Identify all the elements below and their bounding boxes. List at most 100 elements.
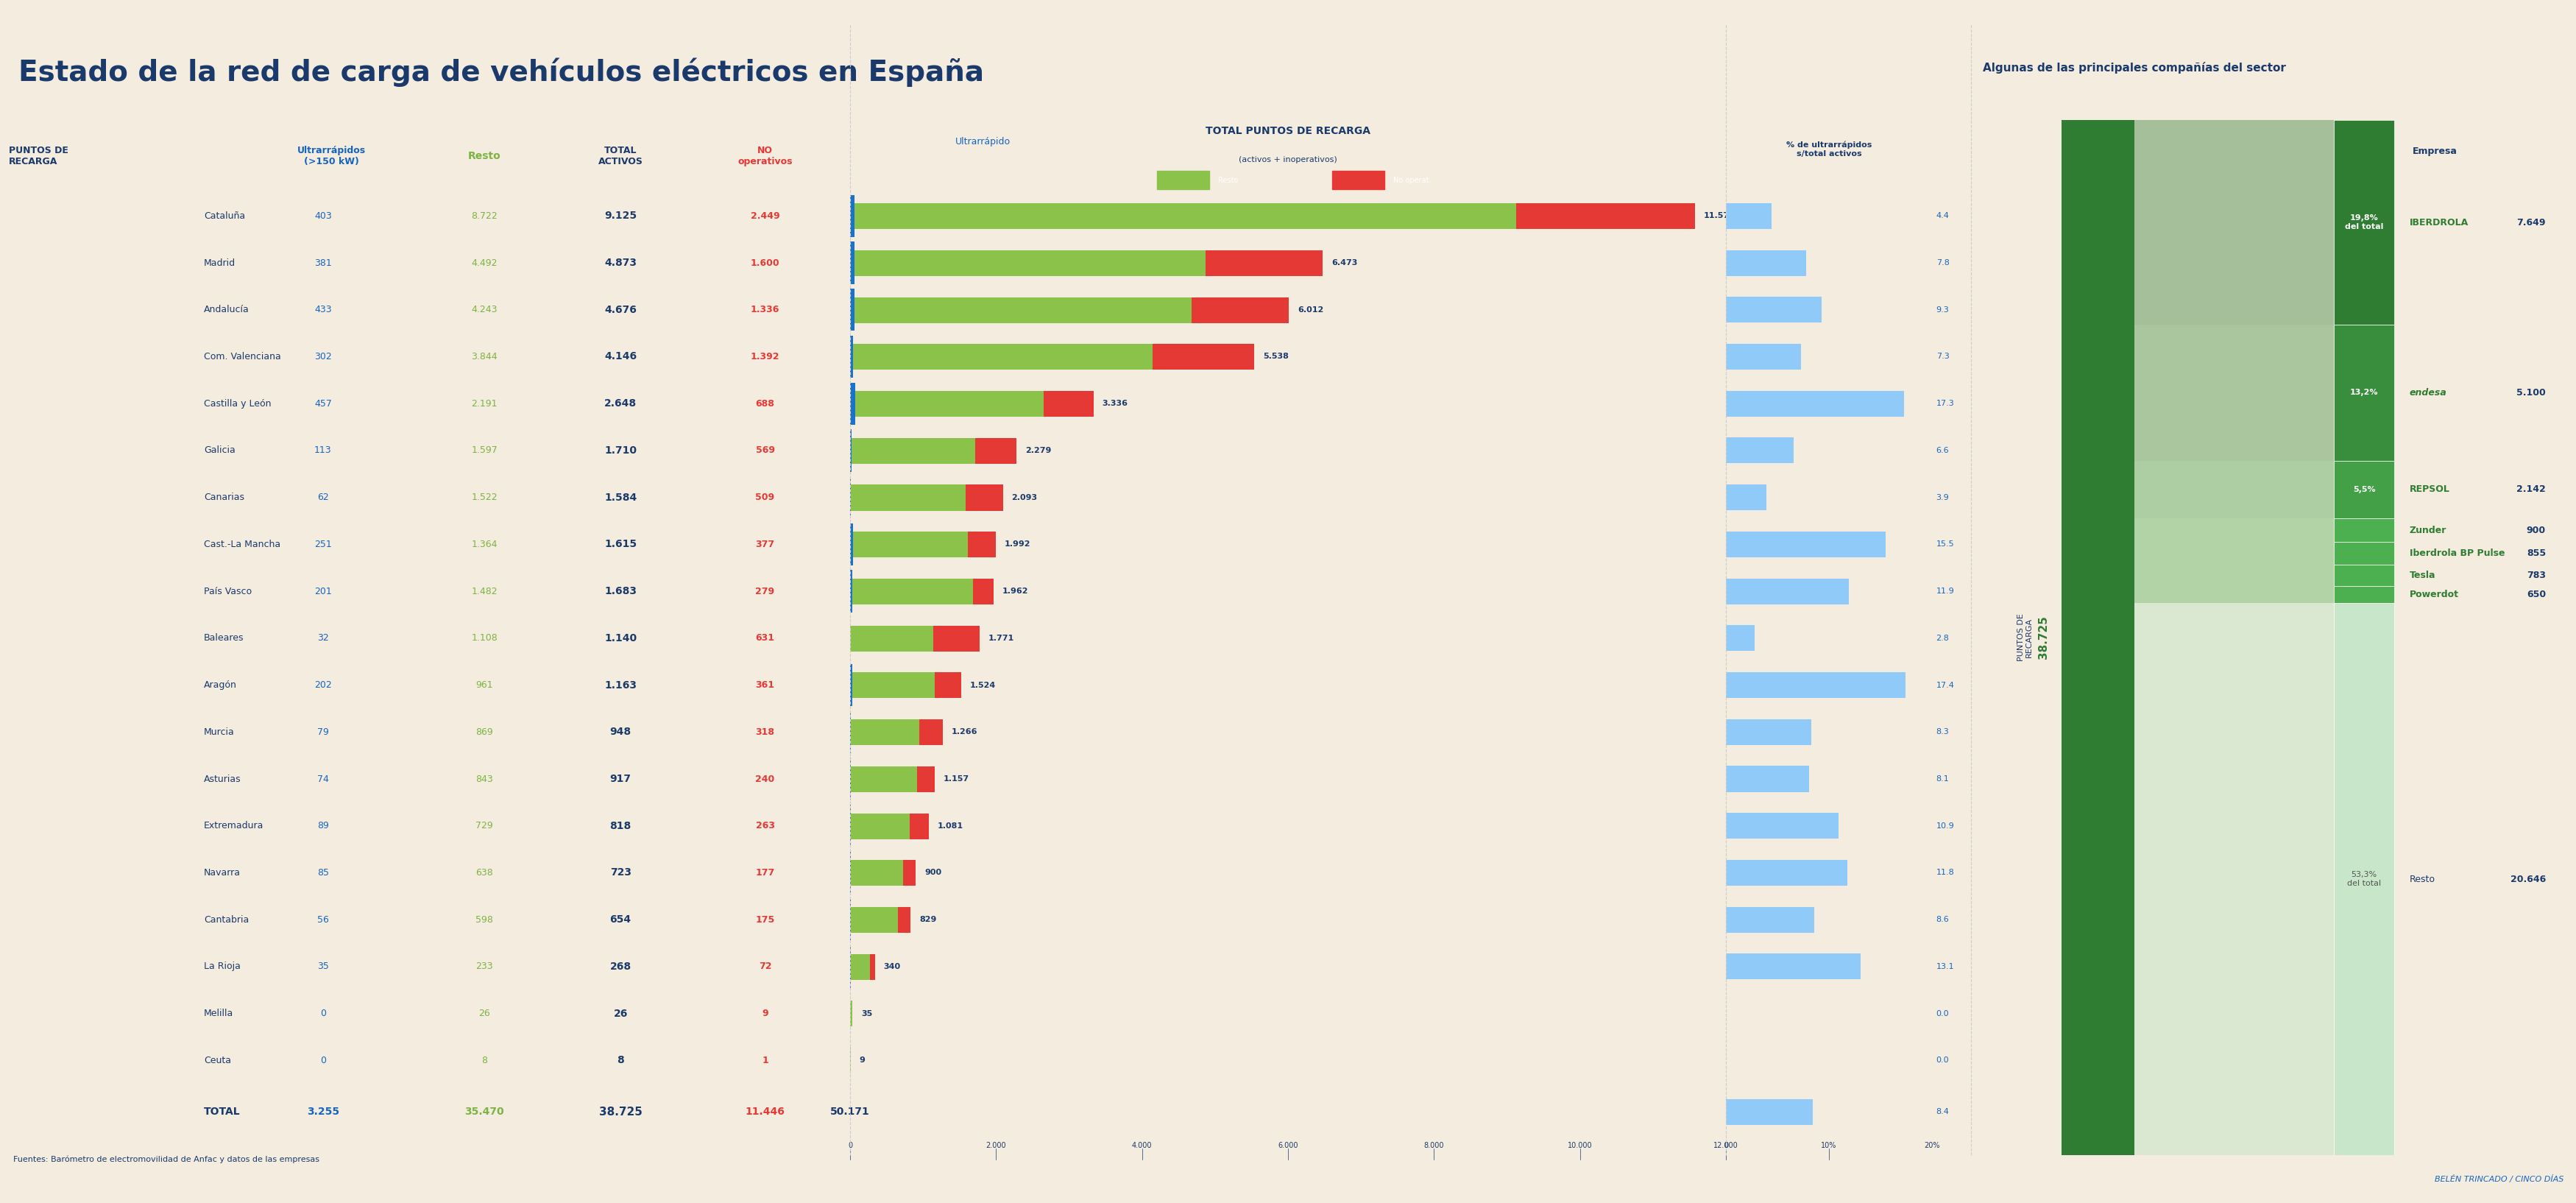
Text: 1.266: 1.266 <box>951 728 976 736</box>
Text: 433: 433 <box>314 306 332 314</box>
Text: Iberdrola BP Pulse: Iberdrola BP Pulse <box>2409 549 2504 558</box>
Text: 35.470: 35.470 <box>464 1107 505 1118</box>
Text: 4.146: 4.146 <box>605 351 636 362</box>
Bar <box>1726 391 1904 416</box>
Text: Andalucía: Andalucía <box>204 306 250 314</box>
Text: 1.524: 1.524 <box>971 681 997 689</box>
Text: 1.364: 1.364 <box>471 540 497 549</box>
Text: 35: 35 <box>317 962 330 971</box>
Text: 1.081: 1.081 <box>938 822 963 830</box>
FancyBboxPatch shape <box>2334 603 2396 1155</box>
Polygon shape <box>2133 603 2334 1155</box>
Bar <box>850 203 1517 229</box>
Text: 783: 783 <box>2527 570 2545 580</box>
Bar <box>917 766 935 792</box>
Text: 38.725: 38.725 <box>2038 616 2050 659</box>
Text: TOTAL: TOTAL <box>204 1107 240 1118</box>
Text: 13,2%: 13,2% <box>2349 389 2378 397</box>
Text: 4.243: 4.243 <box>471 306 497 314</box>
Text: 251: 251 <box>314 540 332 549</box>
Text: 8: 8 <box>482 1056 487 1065</box>
Text: La Rioja: La Rioja <box>204 962 240 971</box>
Text: 917: 917 <box>611 774 631 784</box>
Bar <box>1726 766 1808 792</box>
Bar <box>1517 203 1695 229</box>
Polygon shape <box>2133 565 2334 586</box>
Text: 32: 32 <box>317 634 330 642</box>
Bar <box>909 813 930 838</box>
Text: 8.3: 8.3 <box>1937 728 1950 736</box>
Text: 13.1: 13.1 <box>1937 962 1955 971</box>
Text: 457: 457 <box>314 399 332 408</box>
Bar <box>1726 297 1821 322</box>
Text: 8.722: 8.722 <box>471 212 497 220</box>
Text: endesa: endesa <box>2409 389 2447 397</box>
Text: 302: 302 <box>314 352 332 361</box>
Text: Galicia: Galicia <box>204 446 234 455</box>
Bar <box>850 719 920 745</box>
Text: 1.615: 1.615 <box>605 539 636 550</box>
Text: 688: 688 <box>755 399 775 408</box>
Text: 9: 9 <box>762 1009 768 1018</box>
Text: 1.140: 1.140 <box>605 633 636 644</box>
Text: 340: 340 <box>884 962 902 971</box>
Text: Estado de la red de carga de vehículos eléctricos en España: Estado de la red de carga de vehículos e… <box>18 58 984 87</box>
Text: % de ultrarrápidos
s/total activos: % de ultrarrápidos s/total activos <box>1785 141 1873 158</box>
Text: 1.962: 1.962 <box>1002 587 1028 595</box>
Text: 1.683: 1.683 <box>605 586 636 597</box>
Text: 869: 869 <box>477 728 492 736</box>
Text: 50.171: 50.171 <box>829 1107 871 1118</box>
Text: 53,3%
del total: 53,3% del total <box>2347 871 2380 887</box>
Text: TOTAL PUNTOS DE RECARGA: TOTAL PUNTOS DE RECARGA <box>1206 126 1370 136</box>
Bar <box>850 438 974 463</box>
Text: 1.771: 1.771 <box>989 634 1015 642</box>
Text: Resto: Resto <box>469 152 500 161</box>
Text: Ultrarrápidos
(>150 kW): Ultrarrápidos (>150 kW) <box>296 146 366 167</box>
Bar <box>850 289 855 331</box>
Text: 5.100: 5.100 <box>2517 389 2545 397</box>
Text: Extremadura: Extremadura <box>204 822 263 830</box>
Text: 638: 638 <box>477 869 492 877</box>
Text: 5.538: 5.538 <box>1262 352 1288 361</box>
Bar <box>850 813 909 838</box>
Bar <box>850 579 974 604</box>
Text: 10.000: 10.000 <box>1569 1142 1592 1149</box>
Bar <box>850 485 966 510</box>
Text: REPSOL: REPSOL <box>2409 485 2450 494</box>
Text: 361: 361 <box>755 681 775 689</box>
Text: 3.9: 3.9 <box>1937 493 1950 502</box>
Polygon shape <box>2133 461 2334 518</box>
Text: Zunder: Zunder <box>2409 526 2447 535</box>
Text: 268: 268 <box>611 961 631 972</box>
Text: 0: 0 <box>1723 1142 1728 1149</box>
Bar <box>974 438 1018 463</box>
Text: 1.522: 1.522 <box>471 493 497 502</box>
Text: Cantabria: Cantabria <box>204 915 250 924</box>
Text: 0.0: 0.0 <box>1937 1056 1950 1065</box>
Text: NO
operativos: NO operativos <box>737 146 793 167</box>
Polygon shape <box>2133 325 2334 461</box>
Text: 7.3: 7.3 <box>1937 352 1950 361</box>
Text: 202: 202 <box>314 681 332 689</box>
Text: 9: 9 <box>860 1056 866 1065</box>
Text: 263: 263 <box>755 822 775 830</box>
Text: 843: 843 <box>477 775 492 783</box>
Text: 35: 35 <box>860 1009 873 1018</box>
Text: 1.584: 1.584 <box>605 492 636 503</box>
FancyBboxPatch shape <box>1332 171 1383 189</box>
Text: País Vasco: País Vasco <box>204 587 252 595</box>
Text: 89: 89 <box>317 822 330 830</box>
Bar <box>850 626 933 651</box>
Bar <box>902 860 917 885</box>
Text: 175: 175 <box>755 915 775 924</box>
Text: 1.392: 1.392 <box>750 352 781 361</box>
Bar <box>1726 579 1850 604</box>
FancyBboxPatch shape <box>2334 543 2396 565</box>
Text: 10.9: 10.9 <box>1937 822 1955 830</box>
Polygon shape <box>2133 518 2334 543</box>
Text: Navarra: Navarra <box>204 869 240 877</box>
Bar <box>920 719 943 745</box>
Text: 38.725: 38.725 <box>598 1107 641 1118</box>
Text: Madrid: Madrid <box>204 259 237 267</box>
Text: 17.3: 17.3 <box>1937 399 1955 408</box>
